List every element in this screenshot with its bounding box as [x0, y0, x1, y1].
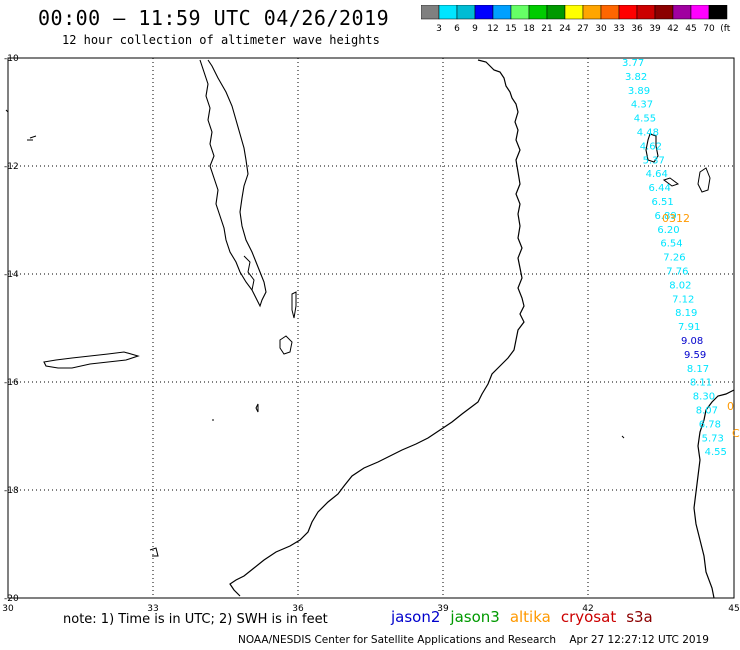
swh-value: 8.19: [675, 308, 697, 319]
colorbar-label: 33: [613, 24, 624, 34]
swh-value: 4.64: [646, 169, 668, 180]
swh-value: 5.37: [643, 155, 665, 166]
colorbar-label: 70: [703, 24, 715, 34]
lake-kariba-like: [43, 351, 140, 369]
satellite-altika: altika: [509, 608, 551, 626]
colorbar-label: 39: [649, 24, 661, 34]
map-title: 00:00 – 11:59 UTC 04/26/2019: [38, 6, 390, 30]
swh-value: 6.89: [654, 211, 676, 222]
map-subtitle: 12 hour collection of altimeter wave hei…: [62, 33, 380, 47]
comoros-island: [645, 133, 659, 163]
lon-label: 36: [292, 604, 304, 614]
map-frame: [7, 57, 735, 599]
satellite-s3a: s3a: [626, 608, 653, 626]
satellite-legend: jason2 jason3 altika cryosat s3a: [391, 608, 663, 626]
colorbar-label: 12: [487, 24, 498, 34]
african-coastline: [229, 59, 525, 597]
madagascar-coastline: [693, 389, 735, 599]
colorbar-label: (ft): [720, 24, 731, 34]
swh-value: 7.91: [678, 322, 700, 333]
lake-malawi: [199, 59, 267, 308]
swh-value: 9.59: [684, 350, 706, 361]
island-mark-1: [27, 135, 37, 141]
swh-value: 3.82: [625, 72, 647, 83]
orbit-time-label: 0312: [662, 212, 690, 225]
orbit-time-label: C: [732, 427, 740, 440]
swh-value: 7.26: [663, 253, 685, 264]
lat-label: -14: [4, 270, 19, 280]
swh-value: 4.48: [637, 128, 659, 139]
colorbar-label: 36: [631, 24, 643, 34]
mayotte-island: [662, 177, 680, 187]
lat-label: -10: [4, 54, 19, 64]
colorbar-label: 21: [541, 24, 552, 34]
island-mark-4: [621, 435, 625, 439]
lake-small-2: [291, 291, 297, 319]
lon-label: 30: [2, 604, 14, 614]
latitude-labels: -10 -12 -14 -16 -18 -20: [4, 54, 19, 604]
island-east: [697, 167, 711, 193]
colorbar-label: 9: [472, 24, 478, 34]
colorbar-label: 27: [577, 24, 588, 34]
swh-value: 6.51: [652, 197, 674, 208]
island-mark-2: [149, 547, 159, 557]
footnote: note: 1) Time is in UTC; 2) SWH is in fe…: [63, 612, 328, 627]
satellite-jason2: jason2: [391, 608, 441, 626]
colorbar-label: 42: [667, 24, 678, 34]
satellite-jason3: jason3: [450, 608, 500, 626]
colorbar-label: 18: [523, 24, 535, 34]
swh-value: 8.11: [690, 378, 712, 389]
swh-value: 6.54: [660, 239, 682, 250]
lake-small-3: [255, 403, 259, 413]
island-mark-5: [5, 109, 9, 113]
lat-label: -16: [4, 378, 19, 388]
lon-label: 33: [147, 604, 158, 614]
lon-label: 39: [437, 604, 449, 614]
swh-value: 6.44: [649, 183, 671, 194]
colorbar-label: 3: [436, 24, 442, 34]
colorbar-label: 6: [454, 24, 460, 34]
swh-value: 4.37: [631, 100, 653, 111]
colorbar-label: 15: [505, 24, 516, 34]
satellite-cryosat: cryosat: [560, 608, 617, 626]
swh-value: 8.02: [669, 280, 691, 291]
swh-value: 4.62: [640, 141, 662, 152]
lat-label: -18: [4, 486, 19, 496]
lon-label: 45: [728, 604, 739, 614]
lake-shore-inner: [243, 255, 255, 291]
swh-value: 8.30: [693, 392, 715, 403]
lat-label: -20: [4, 594, 19, 604]
credit-line: NOAA/NESDIS Center for Satellite Applica…: [238, 634, 709, 646]
swh-value: 8.17: [687, 364, 709, 375]
graticule: [8, 58, 734, 598]
swh-value: 7.76: [666, 267, 688, 278]
swh-value: 7.12: [672, 294, 694, 305]
swh-value: 4.55: [705, 447, 727, 458]
longitude-labels: 30 33 36 39 42 45: [2, 604, 739, 614]
orbit-time-label: 0: [727, 400, 734, 413]
swh-value: 5.73: [702, 433, 724, 444]
colorbar-label: 30: [595, 24, 607, 34]
swh-value: 4.55: [634, 114, 656, 125]
colorbar-label: 45: [685, 24, 696, 34]
lon-label: 42: [582, 604, 593, 614]
swh-value: 6.20: [657, 225, 679, 236]
swh-value: 3.77: [622, 58, 644, 69]
swh-value: 9.08: [681, 336, 703, 347]
swh-value: 6.78: [699, 419, 721, 430]
swh-track: 3.77 3.82 3.89 4.37 4.55 4.48 4.62 5.37 4.64 6.44…: [622, 58, 727, 458]
lat-label: -12: [4, 162, 19, 172]
swh-value: 3.89: [628, 86, 650, 97]
colorbar-swatch: [708, 5, 728, 20]
lake-small-1: [279, 335, 293, 355]
swh-value: 8.07: [696, 406, 718, 417]
colorbar-label: 24: [559, 24, 571, 34]
orbit-times: 0312 0 C: [662, 212, 740, 440]
